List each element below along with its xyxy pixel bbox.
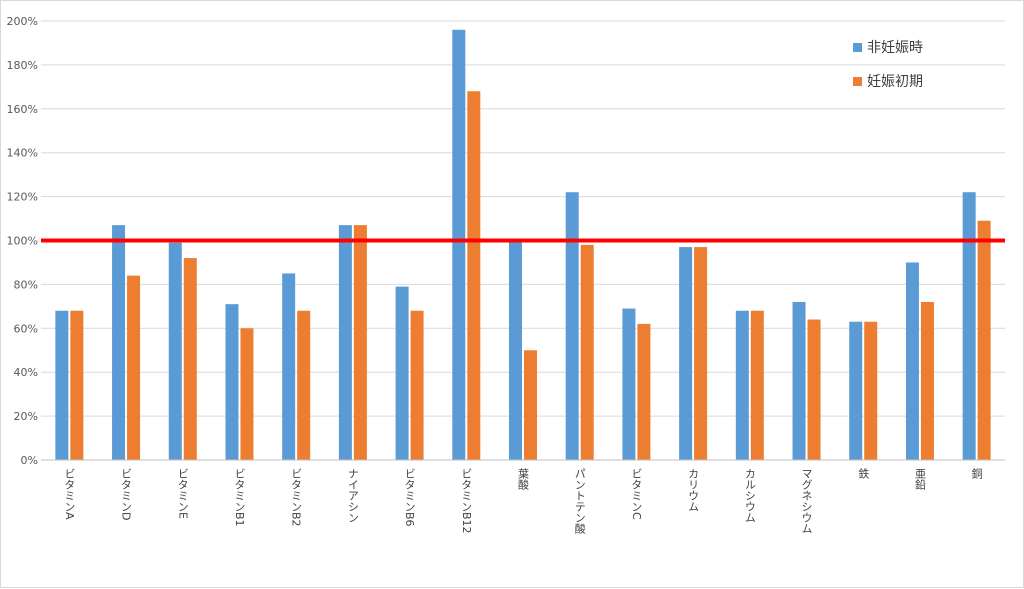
category-label: ビタミンA [63,468,76,520]
y-tick-label: 20% [14,410,38,423]
category-label: ビタミンE [176,468,189,519]
bar-series-1 [168,242,182,460]
bar-series-2 [920,301,934,460]
bar-series-1 [452,29,466,461]
legend-swatch [853,43,862,52]
y-tick-label: 60% [14,322,38,335]
bar-series-2 [127,275,141,460]
category-label: 亜鉛 [913,468,926,490]
bar-series-2 [580,244,594,460]
category-label: マグネシウム [800,468,813,534]
bar-series-2 [240,328,254,460]
bar-series-1 [679,247,693,460]
category-label: 鉄 [857,467,870,479]
category-label: パントテン酸 [573,468,586,535]
bar-series-1 [55,310,69,460]
bar-series-1 [792,301,806,460]
bar-series-2 [467,91,481,461]
category-label: カリウム [687,468,700,512]
bar-series-2 [297,310,311,460]
y-axis: 0% 20% 40% 60% 80% 100% 120% 140% 160% 180% 200% [7,15,38,467]
y-tick-label: 80% [14,278,38,291]
bar-series-2 [183,258,197,460]
category-label: カルシウム [743,468,756,523]
bar-series-1 [905,262,919,460]
bar-series-2 [694,247,708,460]
legend-label: 妊娠初期 [867,73,923,90]
bar-series-2 [70,310,84,460]
bar-series-2 [750,310,764,460]
bar-series-1 [849,321,863,460]
bar-series-2 [977,220,991,460]
bar-series-1 [395,286,409,460]
category-label: ビタミンD [120,468,133,521]
category-label: ナイアシン [346,468,359,523]
legend-label: 非妊娠時 [867,40,923,56]
bar-series-2 [410,310,424,460]
bar-series-1 [735,310,749,460]
category-label: ビタミンB6 [403,468,416,527]
y-tick-label: 120% [7,191,38,204]
bar-series-1 [112,225,126,460]
y-tick-label: 200% [7,15,38,28]
y-tick-label: 100% [7,235,38,248]
bar-series-2 [353,225,367,460]
bar-series-1 [225,304,239,460]
y-tick-label: 0% [21,454,38,467]
legend-swatch [853,77,862,86]
category-label: ビタミンB12 [460,468,473,534]
bar-series-1 [962,192,976,460]
bar-series-1 [509,240,522,460]
y-tick-label: 160% [7,103,38,116]
bar-series-1 [282,273,296,460]
y-tick-label: 180% [7,59,38,72]
bar-series-2 [807,319,821,460]
category-label: ビタミンB2 [290,468,303,527]
bar-series-2 [864,321,878,460]
y-tick-label: 140% [7,147,38,160]
category-label: 葉酸 [517,467,530,491]
y-tick-label: 40% [14,366,38,379]
category-label: ビタミンC [630,468,643,520]
bar-series-2 [637,323,651,460]
bar-series-2 [524,350,537,460]
bar-series-1 [338,225,352,460]
category-label: ビタミンB1 [233,468,246,527]
x-axis: ビタミンA ビタミンD ビタミンE ビタミンB1 ビタミンB2 ナイアシン ビタミンB6 ビタ… [41,459,1005,535]
bar-series-1 [565,192,579,460]
bar-series-1 [622,308,636,460]
bars [55,29,991,461]
category-label: 銅 [970,467,983,479]
